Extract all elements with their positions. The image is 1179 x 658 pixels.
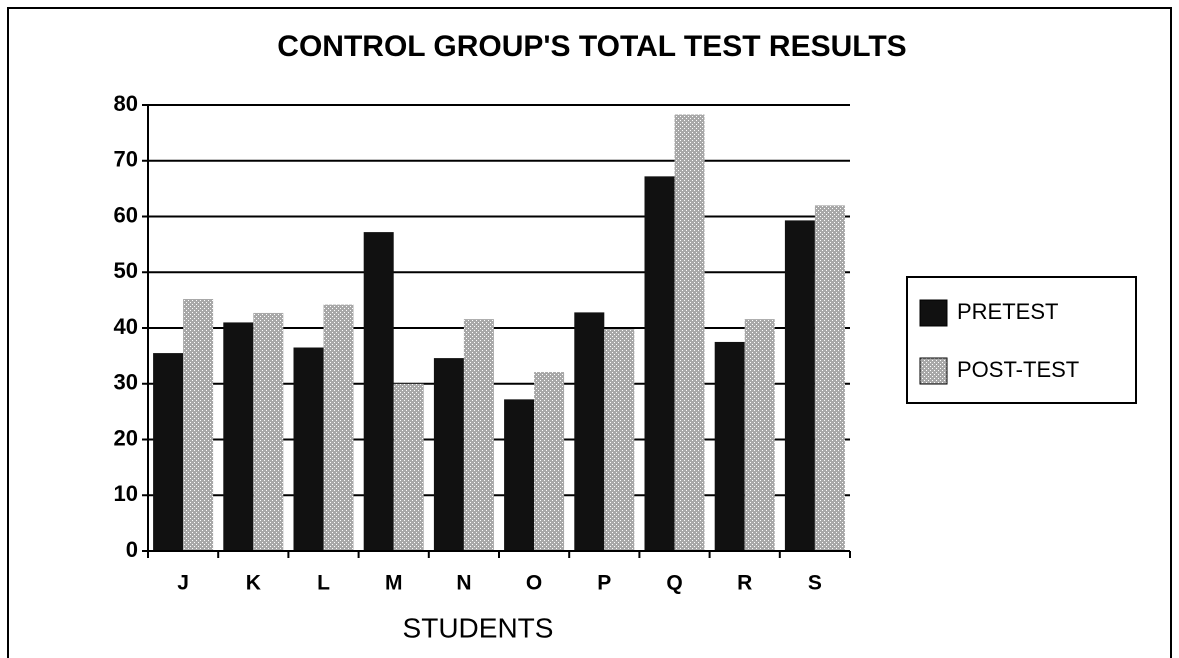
bar xyxy=(393,383,424,551)
y-tick-label: 30 xyxy=(114,370,138,395)
bar xyxy=(674,114,705,551)
x-tick-label: S xyxy=(808,572,822,595)
y-tick-label: 50 xyxy=(114,258,138,283)
bar xyxy=(223,322,254,551)
bar xyxy=(293,347,324,551)
bar xyxy=(574,312,605,551)
x-tick-label: Q xyxy=(666,572,682,595)
legend-swatch xyxy=(919,357,948,385)
legend-swatch xyxy=(919,299,948,327)
bar xyxy=(744,319,775,551)
bar xyxy=(433,358,464,551)
y-tick-label: 60 xyxy=(114,202,138,227)
chart-title: CONTROL GROUP'S TOTAL TEST RESULTS xyxy=(277,30,906,63)
bar xyxy=(784,220,815,551)
legend-label: POST-TEST xyxy=(957,357,1079,382)
x-tick-label: L xyxy=(317,572,330,595)
x-tick-label: K xyxy=(246,572,261,595)
bar xyxy=(153,353,184,551)
x-tick-label: R xyxy=(737,572,752,595)
bar xyxy=(534,372,565,551)
bar xyxy=(604,329,635,551)
y-tick-label: 70 xyxy=(114,147,138,172)
bar xyxy=(714,341,745,551)
bar xyxy=(253,312,284,551)
y-tick-label: 40 xyxy=(114,314,138,339)
bar xyxy=(814,205,845,551)
legend-label: PRETEST xyxy=(957,299,1058,324)
y-tick-label: 20 xyxy=(114,425,138,450)
frame xyxy=(7,7,1172,658)
bar xyxy=(323,304,354,551)
x-tick-label: M xyxy=(385,572,403,595)
y-tick-label: 10 xyxy=(114,481,138,506)
x-tick-label: P xyxy=(597,572,611,595)
x-tick-label: O xyxy=(526,572,542,595)
bar xyxy=(183,299,214,551)
bar xyxy=(463,319,494,551)
x-tick-label: J xyxy=(177,572,189,595)
y-tick-label: 80 xyxy=(114,91,138,116)
y-tick-label: 0 xyxy=(126,537,138,562)
x-tick-label: N xyxy=(456,572,471,595)
bar xyxy=(363,232,394,552)
bar xyxy=(504,399,535,551)
bar xyxy=(644,176,675,552)
x-axis-label: STUDENTS xyxy=(403,612,554,643)
